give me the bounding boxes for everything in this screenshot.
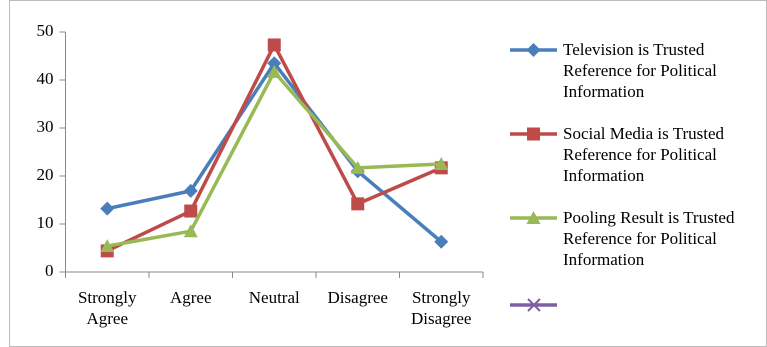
legend-marker: [527, 127, 540, 141]
point: [434, 234, 449, 249]
point: [184, 204, 198, 218]
y-tick-label: 0: [45, 261, 54, 280]
point: [267, 56, 282, 71]
y-tick-label: 10: [37, 213, 54, 232]
y-tick-label: 40: [37, 69, 54, 88]
point: [100, 201, 115, 216]
point: [267, 64, 282, 78]
line: [106, 61, 443, 244]
legend-marker: [526, 211, 541, 224]
point: [351, 197, 365, 211]
series: [100, 56, 449, 249]
point: [350, 160, 365, 174]
y-tick-label: 50: [37, 21, 54, 40]
point: [183, 183, 198, 198]
x-tick-label: Strongly Disagree: [411, 288, 472, 328]
legend-label: Television is Trusted Reference for Poli…: [563, 40, 717, 101]
x-tick-label: Strongly Agree: [77, 288, 137, 328]
point: [183, 224, 198, 238]
point: [267, 38, 281, 52]
y-tick-label: 20: [37, 165, 54, 184]
y-tick-label: 30: [37, 117, 54, 136]
legend-label: Social Media is Trusted Reference for Po…: [563, 124, 725, 185]
x-tick-label: Agree: [169, 288, 212, 307]
legend-marker: [527, 298, 541, 312]
series: [100, 64, 449, 253]
legend-empty-entry: [510, 298, 557, 312]
point: [434, 157, 449, 170]
legend-label: Pooling Result is Trusted Reference for …: [563, 208, 735, 269]
x-tick-label: Disagree: [327, 288, 388, 307]
legend-marker: [526, 43, 541, 57]
x-tick-label: Neutral: [248, 288, 300, 307]
point: [100, 239, 115, 253]
line: [106, 70, 442, 248]
